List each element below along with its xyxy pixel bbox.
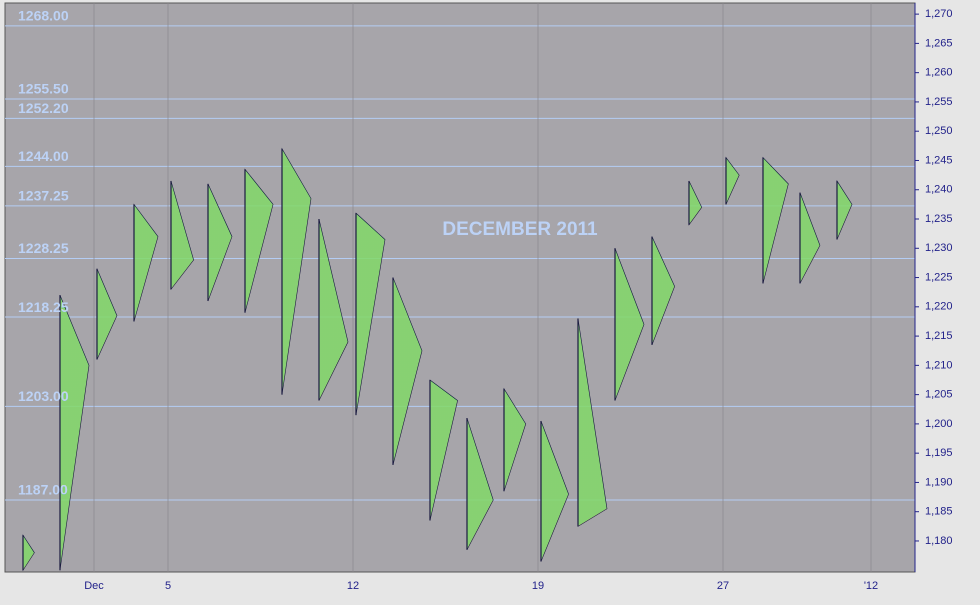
y-tick-label: 1,200 [925,418,953,430]
y-tick-label: 1,270 [925,8,953,20]
level-label: 1255.50 [18,81,69,97]
level-label: 1228.25 [18,240,69,256]
level-label: 1268.00 [18,8,69,24]
y-tick-label: 1,240 [925,184,953,196]
level-label: 1187.00 [18,482,68,498]
y-tick-label: 1,215 [925,330,953,342]
chart-title: DECEMBER 2011 [442,219,598,240]
y-tick-label: 1,180 [925,535,953,547]
y-tick-label: 1,235 [925,213,953,225]
y-tick-label: 1,220 [925,301,953,313]
y-tick-label: 1,225 [925,271,953,283]
y-tick-label: 1,250 [925,125,953,137]
y-tick-label: 1,255 [925,96,953,108]
x-tick-label: Dec [84,580,104,592]
y-tick-label: 1,230 [925,242,953,254]
x-tick-label: 12 [347,580,359,592]
y-tick-label: 1,205 [925,389,953,401]
y-tick-label: 1,195 [925,447,953,459]
y-tick-label: 1,190 [925,476,953,488]
level-label: 1218.25 [18,299,69,315]
x-tick-label: '12 [864,580,878,592]
plot-area [4,2,916,573]
y-tick-label: 1,265 [925,37,953,49]
level-label: 1252.20 [18,100,69,116]
y-tick-label: 1,245 [925,154,953,166]
x-tick-label: 19 [532,580,544,592]
x-tick-label: 5 [165,580,171,592]
y-tick-label: 1,260 [925,67,953,79]
level-label: 1244.00 [18,148,69,164]
level-label: 1203.00 [18,388,69,404]
level-label: 1237.25 [18,188,69,204]
y-tick-label: 1,185 [925,506,953,518]
x-tick-label: 27 [717,580,729,592]
y-tick-label: 1,210 [925,359,953,371]
